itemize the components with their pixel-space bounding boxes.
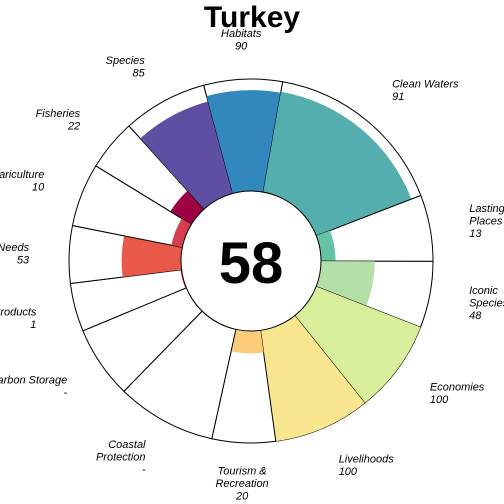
petal-name-label: Species [106, 55, 146, 67]
petal-name-label: Recreation [215, 478, 268, 490]
petal-label-lasting-special-places: Lasting SpecialPlaces13 [469, 203, 504, 240]
chart-title: Turkey [204, 1, 300, 34]
petal-value-label: 90 [235, 41, 248, 53]
petal-label-habitats: Habitats 90 [221, 28, 262, 53]
petal-name-label: Mariculture [0, 169, 44, 181]
petal-label-clean-waters: Clean Waters 91 [392, 78, 459, 103]
petal-label-carbon-storage: Carbon Storage- [0, 374, 68, 399]
petal-value-label: 91 [392, 91, 404, 103]
petal-name-label: Coastal [108, 439, 146, 451]
petal-name-label: Natural Products [0, 307, 37, 319]
petal-economies [294, 286, 421, 404]
petal-value-label: 13 [469, 228, 482, 240]
center-score: 58 [219, 231, 284, 296]
petal-label-iconic-species: IconicSpecies48 [469, 285, 504, 322]
petal-value-label: 53 [17, 254, 30, 266]
petal-label-species: Species 85 [106, 55, 146, 80]
petal-name-label: Tourism & [218, 465, 267, 477]
petal-fisheries [170, 190, 205, 225]
petal-value-label: 10 [32, 181, 45, 193]
petal-iconic-species [316, 261, 375, 307]
petal-name-label: Carbon Storage [0, 374, 67, 386]
petal-name-label: Fisheries [36, 108, 81, 120]
petal-label-coastal-protection: Coastal Protection - [96, 439, 146, 476]
petal-label-economies: Economies 100 [430, 381, 485, 406]
petal-name-label: Lasting Special [469, 203, 504, 215]
petal-mariculture [171, 218, 192, 248]
petal-name-label: Economies [430, 381, 485, 393]
petal-label-natural-products: Natural Products1 [0, 307, 37, 332]
petal-name-label: Livelihoods [339, 454, 395, 466]
petal-value-label: - [142, 464, 146, 476]
petal-name-label: Aboriginal Needs [0, 242, 30, 254]
petal-clean-waters [263, 91, 412, 236]
petal-value-label: 100 [339, 466, 358, 478]
petal-aboriginal-needs [121, 235, 183, 277]
petal-value-label: 1 [30, 319, 36, 331]
petal-value-label: 22 [67, 120, 80, 132]
petal-value-label: 48 [469, 310, 482, 322]
petal-species [140, 101, 233, 210]
petal-value-label: 100 [430, 394, 449, 406]
petal-value-label: - [64, 387, 68, 399]
petal-label-mariculture: Mariculture10 [0, 169, 45, 194]
inner-circle [180, 190, 322, 332]
petal-name-label: Protection [96, 451, 146, 463]
petal-label-livelihoods: Livelihoods 100 [339, 454, 395, 479]
petal-lasting-special-places [316, 230, 336, 262]
petal-label-fisheries: Fisheries 22 [36, 108, 81, 132]
petal-name-label: Iconic [469, 285, 498, 297]
petal-name-label: Clean Waters [392, 78, 459, 90]
petal-livelihoods [260, 315, 365, 442]
petal-value-label: 85 [133, 67, 146, 79]
petals [68, 78, 434, 444]
petal-tourism-recreation [231, 329, 264, 354]
petal-name-label: Habitats [221, 28, 262, 40]
petal-habitats [206, 90, 281, 194]
petal-name-label: Places [469, 216, 503, 228]
petal-name-label: Species [469, 297, 504, 309]
petal-label-tourism-recreation: Tourism & Recreation 20 [215, 465, 268, 502]
petal-value-label: 20 [235, 490, 249, 502]
